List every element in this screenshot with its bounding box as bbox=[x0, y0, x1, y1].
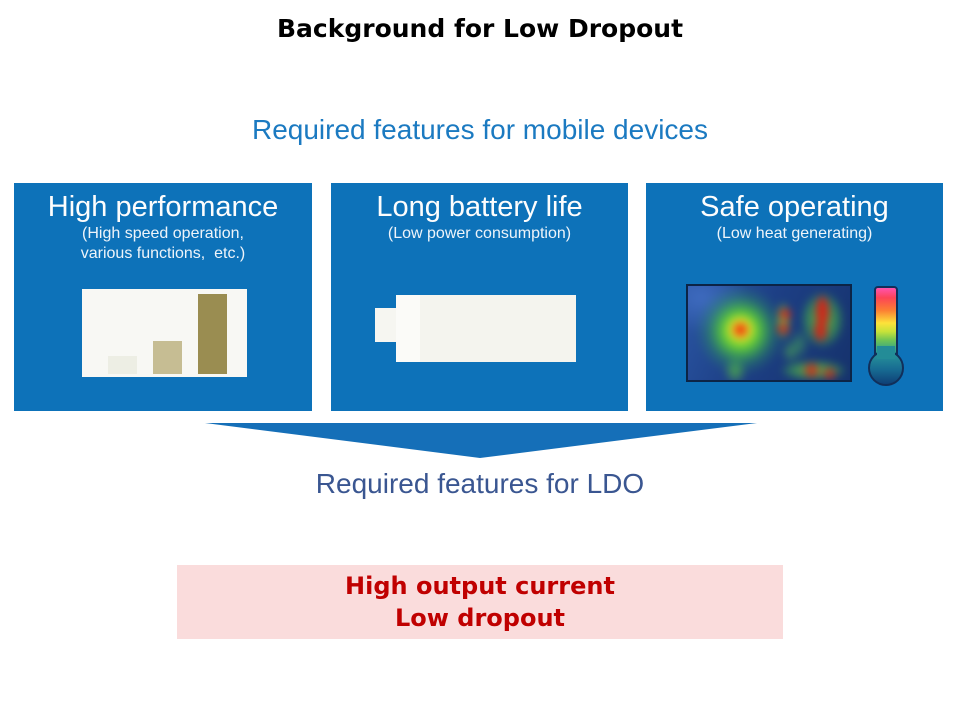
battery-icon bbox=[396, 295, 576, 362]
subtitle-mobile-devices: Required features for mobile devices bbox=[251, 114, 708, 145]
funnel-down-arrow-icon bbox=[205, 423, 757, 458]
bar-chart-bar bbox=[153, 341, 182, 374]
card-high-performance: High performance (High speed operation, … bbox=[14, 183, 312, 411]
thermometer-icon bbox=[868, 286, 904, 386]
slide-title: Background for Low Dropout bbox=[276, 14, 684, 43]
result-box: High output current Low dropout bbox=[177, 565, 783, 639]
card-subtext-line: various functions, etc.) bbox=[80, 245, 246, 262]
bar-chart-bar bbox=[108, 356, 137, 374]
card-heading: High performance bbox=[47, 191, 279, 223]
bar-chart-bar bbox=[198, 294, 227, 374]
card-heading: Safe operating bbox=[700, 191, 889, 223]
result-line-1: High output current bbox=[345, 572, 615, 600]
battery-icon-terminal bbox=[375, 308, 397, 342]
card-subtext-line: (High speed operation, bbox=[82, 225, 244, 242]
thermal-image-icon bbox=[686, 284, 852, 382]
subtitle-ldo: Required features for LDO bbox=[315, 468, 645, 499]
card-long-battery-life: Long battery life (Low power consumption… bbox=[331, 183, 628, 411]
card-subtext-line: (Low power consumption) bbox=[387, 225, 572, 242]
card-subtext-line: (Low heat generating) bbox=[716, 225, 873, 242]
bar-chart-icon bbox=[82, 289, 247, 377]
card-heading: Long battery life bbox=[376, 191, 583, 223]
thermal-image-heat-blobs bbox=[688, 286, 850, 380]
card-safe-operating: Safe operating (Low heat generating) bbox=[646, 183, 943, 411]
result-line-2: Low dropout bbox=[394, 604, 566, 632]
